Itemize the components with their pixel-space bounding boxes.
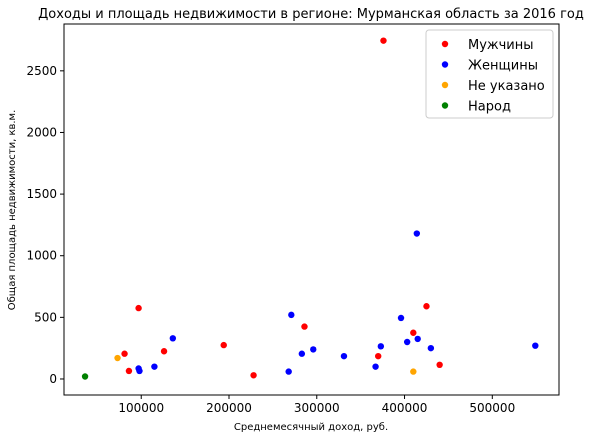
scatter-point bbox=[136, 367, 143, 375]
scatter-point bbox=[285, 368, 292, 375]
x-tick-label: 400000 bbox=[382, 401, 428, 415]
legend-marker bbox=[441, 102, 449, 109]
scatter-point bbox=[403, 338, 411, 346]
scatter-point bbox=[114, 354, 121, 362]
scatter-point bbox=[413, 230, 421, 237]
scatter-point bbox=[160, 348, 168, 355]
scatter-point bbox=[121, 350, 128, 357]
x-tick-label: 300000 bbox=[294, 401, 340, 415]
scatter-point bbox=[397, 314, 405, 322]
data-points bbox=[81, 37, 539, 380]
scatter-point bbox=[380, 37, 387, 44]
scatter-point bbox=[169, 335, 177, 342]
axis-ticks: 100000 200000 300000 400000 500000 0 500 1000 15… bbox=[26, 64, 515, 415]
legend-marker bbox=[441, 61, 449, 68]
scatter-point bbox=[340, 352, 348, 360]
scatter-point bbox=[220, 341, 227, 349]
scatter-point bbox=[423, 303, 430, 310]
scatter-point bbox=[410, 368, 417, 375]
scatter-point bbox=[414, 335, 421, 343]
y-tick-label: 2500 bbox=[26, 64, 57, 78]
scatter-point bbox=[410, 329, 417, 336]
scatter-point bbox=[125, 367, 133, 375]
y-tick-label: 2000 bbox=[26, 125, 57, 139]
legend-label: Мужчины bbox=[468, 38, 534, 53]
x-tick-label: 200000 bbox=[206, 401, 252, 415]
x-tick-label: 500000 bbox=[469, 401, 515, 415]
y-tick-label: 500 bbox=[34, 310, 57, 324]
legend-marker bbox=[441, 81, 449, 89]
y-tick-label: 1500 bbox=[26, 187, 57, 201]
scatter-point bbox=[298, 350, 306, 357]
y-tick-label: 0 bbox=[49, 372, 57, 386]
scatter-point bbox=[288, 311, 295, 319]
scatter-point bbox=[301, 323, 308, 330]
scatter-point bbox=[310, 346, 317, 353]
scatter-point bbox=[375, 352, 382, 360]
chart-title: Доходы и площадь недвижимости в регионе:… bbox=[38, 7, 584, 22]
scatter-point bbox=[427, 344, 435, 352]
scatter-point bbox=[135, 304, 142, 312]
scatter-point bbox=[250, 372, 257, 379]
legend-label: Женщины bbox=[468, 59, 538, 74]
scatter-point bbox=[81, 373, 89, 380]
legend: Мужчины Женщины Не указано Народ bbox=[425, 29, 554, 119]
legend-label: Народ bbox=[468, 100, 511, 115]
x-tick-label: 100000 bbox=[118, 401, 164, 415]
x-axis-label: Среднемесячный доход, руб. bbox=[234, 422, 388, 433]
legend-marker bbox=[441, 40, 449, 48]
y-tick-label: 1000 bbox=[26, 249, 57, 263]
scatter-point bbox=[532, 342, 539, 349]
legend-label: Не указано bbox=[468, 79, 545, 94]
scatter-point bbox=[151, 363, 158, 370]
scatter-point bbox=[377, 343, 385, 350]
y-axis-label: Общая площадь недвижимости, кв.м. bbox=[7, 110, 18, 311]
scatter-point bbox=[436, 361, 443, 369]
scatter-point bbox=[372, 363, 379, 370]
legend-box bbox=[425, 29, 554, 119]
